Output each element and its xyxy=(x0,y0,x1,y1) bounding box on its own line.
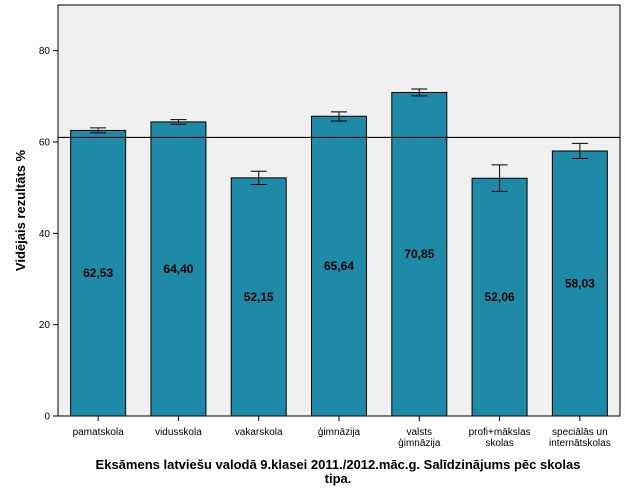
category-label: speciālās un xyxy=(552,427,608,438)
y-tick-label: 80 xyxy=(39,46,51,57)
y-axis-title: Vidējais rezultāts % xyxy=(13,149,28,271)
data-label: 62,53 xyxy=(83,266,113,280)
category-label: skolas xyxy=(485,438,513,449)
y-tick-label: 60 xyxy=(39,138,51,149)
x-axis-title: Eksāmens latviešu valodā 9.klasei 2011./… xyxy=(96,457,581,472)
y-tick-label: 20 xyxy=(39,320,51,331)
y-tick-label: 40 xyxy=(39,229,51,240)
category-label: ģimnāzija xyxy=(398,436,441,449)
bar xyxy=(551,150,608,417)
data-label: 52,06 xyxy=(485,290,515,304)
data-label: 52,15 xyxy=(244,290,274,304)
data-label: 64,40 xyxy=(163,262,193,276)
category-label: pamatskola xyxy=(73,427,125,438)
category-label: profi+mākslas xyxy=(469,427,531,438)
category-label: vakarskola xyxy=(235,427,283,438)
bar xyxy=(391,91,448,417)
x-axis-title: tipa. xyxy=(325,471,352,486)
bar xyxy=(311,115,367,417)
category-label: internātskolas xyxy=(549,438,611,449)
bar xyxy=(150,121,207,417)
category-label: ģimnāzija xyxy=(318,425,361,438)
data-label: 65,64 xyxy=(324,259,354,273)
category-label: valsts xyxy=(407,427,433,438)
data-label: 58,03 xyxy=(565,276,595,290)
y-tick-label: 0 xyxy=(44,412,50,423)
data-label: 70,85 xyxy=(404,247,434,261)
category-label: vidusskola xyxy=(155,427,202,438)
bar xyxy=(471,177,528,417)
bar xyxy=(230,177,287,417)
